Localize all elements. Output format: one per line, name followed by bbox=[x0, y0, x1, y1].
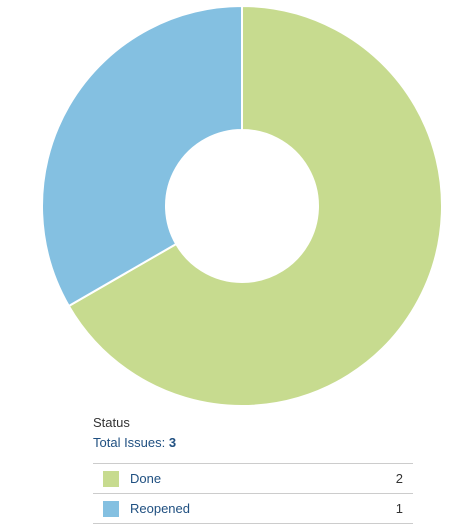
donut-chart-svg bbox=[41, 4, 443, 407]
donut-slice-done[interactable] bbox=[67, 4, 443, 407]
legend-table: Done 2 Reopened 1 bbox=[93, 463, 413, 524]
legend-link-reopened[interactable]: Reopened bbox=[130, 501, 190, 516]
legend-row-reopened: Reopened 1 bbox=[93, 493, 413, 524]
legend-swatch-done bbox=[103, 470, 119, 487]
status-legend: Status Total Issues: 3 Done 2 Reopened bbox=[93, 414, 413, 524]
total-issues-count[interactable]: 3 bbox=[168, 435, 177, 450]
total-issues-label: Total Issues: bbox=[93, 435, 166, 450]
legend-count-done: 2 bbox=[395, 471, 403, 486]
legend-link-done[interactable]: Done bbox=[130, 471, 162, 486]
legend-count-reopened: 1 bbox=[395, 501, 403, 516]
legend-title: Status bbox=[93, 415, 130, 430]
legend-swatch-reopened bbox=[103, 500, 119, 517]
donut-chart bbox=[41, 4, 443, 407]
legend-row-done: Done 2 bbox=[93, 463, 413, 494]
donut-slice-reopened[interactable] bbox=[41, 4, 243, 308]
total-issues: Total Issues: 3 bbox=[93, 434, 413, 452]
